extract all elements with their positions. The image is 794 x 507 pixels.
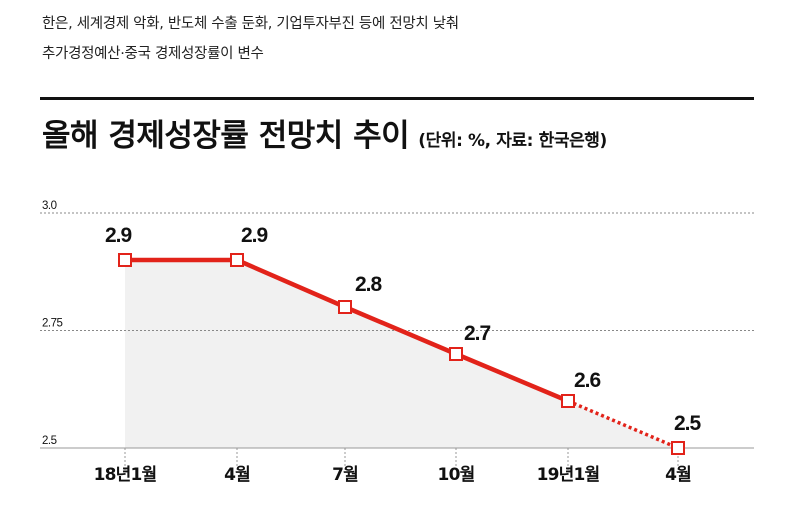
x-tick-label: 7월 [332,465,358,485]
x-tick-label: 19년1월 [537,465,600,485]
data-value-label: 2.6 [574,369,601,392]
title-rule [40,97,754,100]
x-tick-label: 18년1월 [94,465,157,485]
data-value-label: 2.9 [241,224,268,247]
data-point-marker [561,394,575,408]
data-point-marker [230,253,244,267]
y-tick-label: 2.5 [42,435,57,447]
chart-title-block: 올해 경제성장률 전망치 추이 (단위: %, 자료: 한국은행) [42,110,607,155]
series-line-segment [344,304,457,357]
data-value-label: 2.8 [355,273,383,296]
data-point-marker [671,441,685,455]
chart-title: 올해 경제성장률 전망치 추이 [42,118,410,154]
x-tick-label: 10월 [438,465,475,485]
headline-2: 추가경정예산·중국 경제성장률이 변수 [42,46,264,62]
data-point-marker [449,347,463,361]
headline-1: 한은, 세계경제 악화, 반도체 수출 둔화, 기업투자부진 등에 전망치 낮춰 [42,16,459,32]
series-line-segment-dotted [567,399,679,450]
series-line-segment [236,257,346,310]
y-tick-label: 2.75 [42,318,62,330]
x-tick-label: 4월 [665,465,691,485]
data-point-marker [118,253,132,267]
chart-subtitle: (단위: %, 자료: 한국은행) [418,131,607,151]
x-tick-label: 4월 [224,465,250,485]
series-line-segment [455,351,569,404]
data-value-label: 2.9 [105,224,132,247]
area-fill [125,260,678,448]
y-tick-label: 3.0 [42,200,57,212]
data-value-label: 2.5 [674,412,702,435]
data-value-label: 2.7 [464,322,491,345]
data-point-marker [338,300,352,314]
